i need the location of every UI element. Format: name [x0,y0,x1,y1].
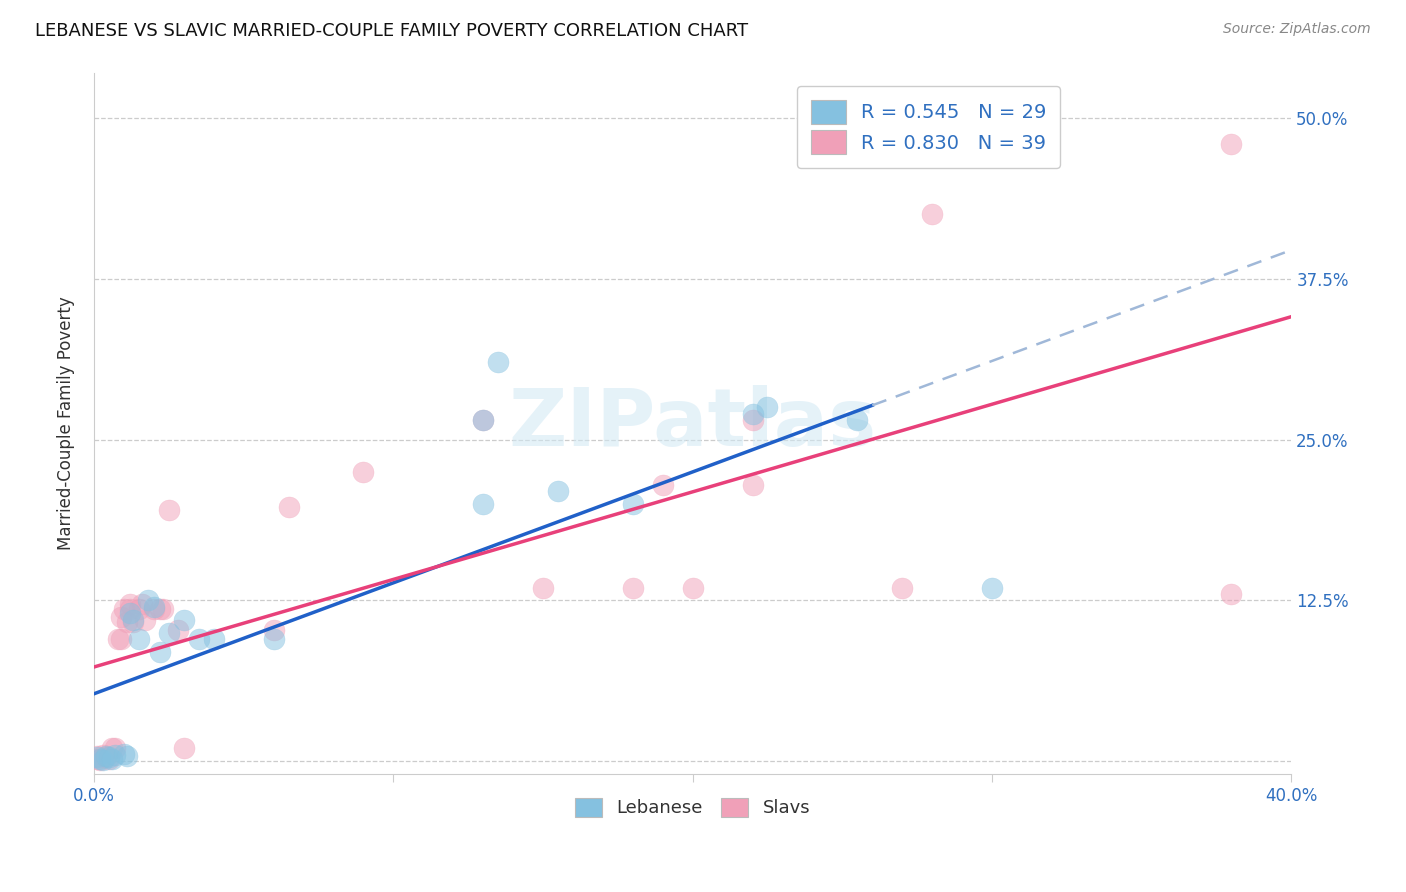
Point [91,747,114,762]
Point [97,750,120,764]
Point [101,752,124,766]
Point [891,581,914,595]
Point [131,597,153,611]
Point [263,632,285,646]
Point [149,602,172,616]
Point [263,623,285,637]
Point [112,602,135,616]
Point [91,753,114,767]
Point [110,632,132,646]
Point [128,602,150,616]
Point [101,741,124,756]
Point [97,752,120,766]
Point [472,413,495,427]
Point [115,749,138,764]
Legend: Lebanese, Slavs: Lebanese, Slavs [568,791,817,825]
Point [94,750,117,764]
Point [142,599,165,614]
Point [112,747,135,761]
Point [115,615,138,630]
Point [166,623,188,637]
Point [94,749,117,764]
Text: ZIPatlas: ZIPatlas [509,384,877,463]
Text: Source: ZipAtlas.com: Source: ZipAtlas.com [1223,22,1371,37]
Point [352,465,374,479]
Point [121,613,143,627]
Point [547,484,569,499]
Point [118,597,141,611]
Point [981,581,1004,595]
Point [846,413,869,427]
Point [152,602,174,616]
Point [531,581,554,595]
Point [118,602,141,616]
Point [187,632,209,646]
Point [486,355,509,369]
Point [621,497,644,511]
Point [651,477,673,491]
Y-axis label: Married-Couple Family Poverty: Married-Couple Family Poverty [58,297,75,550]
Point [621,581,644,595]
Point [89,753,111,767]
Point [1220,136,1243,151]
Point [128,632,150,646]
Point [1220,587,1243,601]
Point [86,752,108,766]
Point [741,477,763,491]
Point [202,632,225,646]
Point [149,645,172,659]
Point [682,581,704,595]
Point [118,607,141,621]
Point [86,749,108,764]
Point [134,613,156,627]
Point [104,741,127,756]
Point [157,503,180,517]
Point [107,632,129,646]
Point [86,750,108,764]
Point [921,207,943,221]
Point [472,497,495,511]
Point [756,401,779,415]
Point [277,500,299,514]
Point [110,610,132,624]
Point [136,593,159,607]
Text: LEBANESE VS SLAVIC MARRIED-COUPLE FAMILY POVERTY CORRELATION CHART: LEBANESE VS SLAVIC MARRIED-COUPLE FAMILY… [35,22,748,40]
Point [173,613,195,627]
Point [472,413,495,427]
Point [173,741,195,756]
Point [142,602,165,616]
Point [89,752,111,766]
Point [741,413,763,427]
Point [741,407,763,421]
Point [104,747,127,762]
Point [121,615,143,630]
Point [157,625,180,640]
